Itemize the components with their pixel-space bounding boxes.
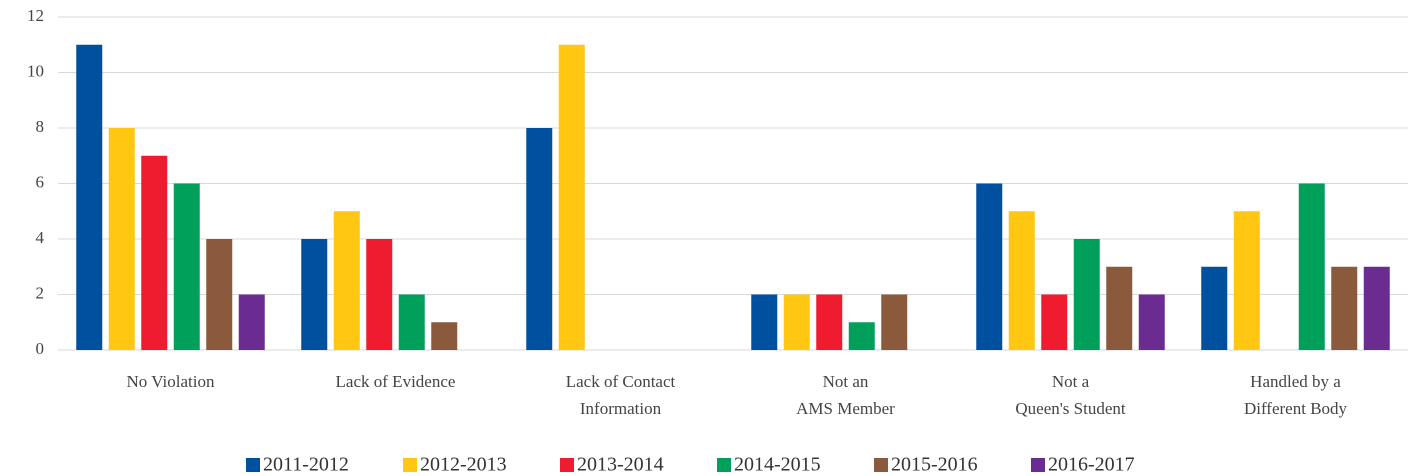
legend-swatch	[403, 458, 417, 472]
bar	[526, 128, 553, 350]
bar	[141, 155, 168, 350]
bar	[1201, 266, 1228, 350]
bar	[881, 294, 908, 350]
bar	[976, 183, 1003, 350]
y-tick-label: 2	[36, 283, 45, 302]
x-tick-label: No Violation	[127, 372, 215, 391]
bar	[206, 239, 233, 350]
bar	[1073, 239, 1100, 350]
bar	[1331, 266, 1358, 350]
bar	[1298, 183, 1325, 350]
legend-label: 2011-2012	[263, 454, 349, 476]
x-tick-label: Handled by a	[1250, 372, 1341, 391]
x-tick-label: Lack of Contact	[566, 372, 676, 391]
legend-swatch	[874, 458, 888, 472]
bar	[1106, 266, 1133, 350]
bar	[558, 44, 585, 350]
legend-label: 2012-2013	[420, 454, 507, 476]
bar	[1363, 266, 1390, 350]
legend-swatch	[246, 458, 260, 472]
legend-label: 2014-2015	[734, 454, 821, 476]
bar	[1233, 211, 1260, 350]
bar	[1008, 211, 1035, 350]
x-tick-label: Not a	[1052, 372, 1090, 391]
x-tick-label: Not an	[823, 372, 869, 391]
x-tick-label: AMS Member	[796, 399, 895, 418]
bar	[816, 294, 843, 350]
y-tick-label: 4	[36, 228, 45, 247]
legend-label: 2015-2016	[891, 454, 978, 476]
legend-label: 2013-2014	[577, 454, 664, 476]
bar	[76, 44, 103, 350]
y-tick-label: 8	[36, 117, 45, 136]
bar	[398, 294, 425, 350]
x-tick-label: Different Body	[1244, 399, 1348, 418]
y-tick-label: 10	[27, 61, 44, 80]
bar	[108, 128, 135, 350]
legend-swatch	[717, 458, 731, 472]
x-tick-label: Queen's Student	[1015, 399, 1126, 418]
bar	[301, 239, 328, 350]
x-tick-label: Information	[580, 399, 662, 418]
bar	[783, 294, 810, 350]
bar	[366, 239, 393, 350]
legend-label: 2016-2017	[1048, 454, 1135, 476]
bar	[1138, 294, 1165, 350]
y-tick-label: 12	[27, 6, 44, 25]
y-tick-label: 6	[36, 172, 45, 191]
legend-swatch	[560, 458, 574, 472]
bar	[751, 294, 778, 350]
x-tick-label: Lack of Evidence	[336, 372, 456, 391]
bar	[431, 322, 458, 350]
bar	[238, 294, 265, 350]
legend-swatch	[1031, 458, 1045, 472]
bar	[333, 211, 360, 350]
bar	[848, 322, 875, 350]
y-tick-label: 0	[36, 339, 45, 358]
bar	[1041, 294, 1068, 350]
bar	[173, 183, 200, 350]
